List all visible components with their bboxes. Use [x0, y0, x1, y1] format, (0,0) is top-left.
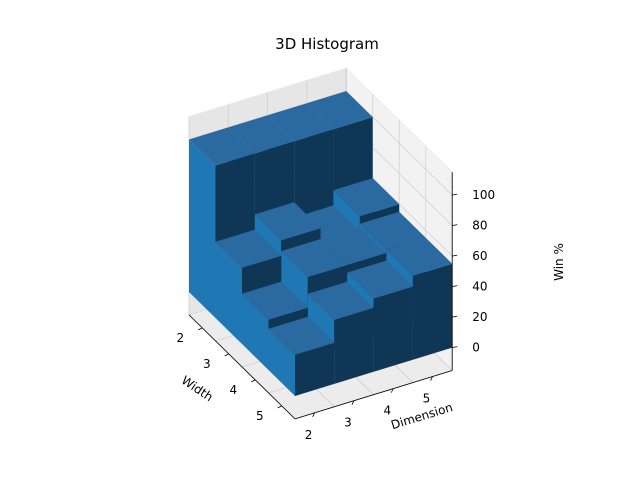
z-tick-label: 100	[472, 188, 495, 202]
bar-top-face	[267, 103, 334, 142]
x-axis-line	[188, 314, 296, 420]
bar-top-face	[268, 316, 335, 355]
z-tick-mark	[452, 193, 458, 196]
bar-top-face	[320, 226, 387, 265]
y-axis-line	[294, 370, 453, 420]
bar-top-face	[242, 281, 308, 320]
x-tick-mark	[251, 379, 256, 383]
z-tick-label: 60	[472, 249, 487, 263]
y-tick-label: 3	[344, 416, 352, 430]
tick-labels: 2 3 4 5 2 3 4 5 0 20 40 60 80 100	[176, 188, 495, 442]
bar-side-face	[268, 328, 295, 396]
z-tick-mark	[452, 254, 458, 257]
y-tick-mark	[312, 412, 316, 418]
bar-top-face	[386, 237, 453, 276]
bar-top-face	[281, 239, 348, 278]
z-tick-mark	[452, 285, 458, 287]
y-tick-mark	[390, 388, 394, 393]
x-tick-label: 2	[176, 331, 184, 345]
y-tick-label: 5	[423, 392, 431, 406]
bar-front-face	[412, 263, 453, 360]
bar-top-face	[189, 127, 255, 166]
z-tick-label: 20	[472, 310, 487, 324]
y-tick-mark	[351, 400, 355, 405]
bar-top-face	[359, 211, 426, 250]
bar-front-face	[373, 286, 413, 372]
z-tick-mark	[452, 346, 458, 348]
bar-top-face	[215, 229, 282, 268]
bar-top-face	[306, 91, 373, 130]
bar-top-face	[333, 178, 400, 217]
bar-side-face	[215, 241, 242, 344]
bar-side-face	[242, 293, 269, 370]
y-tick-label: 2	[305, 428, 313, 442]
z-tick-label: 0	[472, 341, 480, 355]
bar	[268, 316, 335, 396]
z-tick-label: 40	[472, 280, 487, 294]
bar-top-face	[307, 281, 374, 320]
z-tick-mark	[452, 315, 458, 318]
x-tick-mark	[198, 327, 203, 331]
axis-lines	[188, 172, 458, 420]
bars	[189, 91, 453, 396]
z-tick-label: 80	[472, 219, 487, 233]
z-axis-label: Win %	[552, 243, 566, 281]
chart-title: 3D Histogram	[275, 35, 379, 53]
bar-top-face	[254, 202, 321, 241]
bar-side-face	[189, 139, 216, 318]
bar-front-face	[295, 342, 335, 396]
z-tick-mark	[452, 224, 458, 226]
x-tick-label: 5	[256, 409, 264, 423]
y-tick-label: 4	[383, 404, 391, 418]
y-tick-mark	[430, 376, 433, 381]
x-tick-label: 4	[229, 383, 237, 397]
x-axis-label: Width	[179, 373, 216, 404]
x-tick-mark	[277, 405, 282, 409]
bar-top-face	[228, 115, 295, 154]
bar-top-face	[347, 260, 413, 299]
x-tick-mark	[224, 353, 229, 357]
x-tick-label: 3	[203, 357, 211, 371]
bar-front-face	[334, 307, 374, 384]
